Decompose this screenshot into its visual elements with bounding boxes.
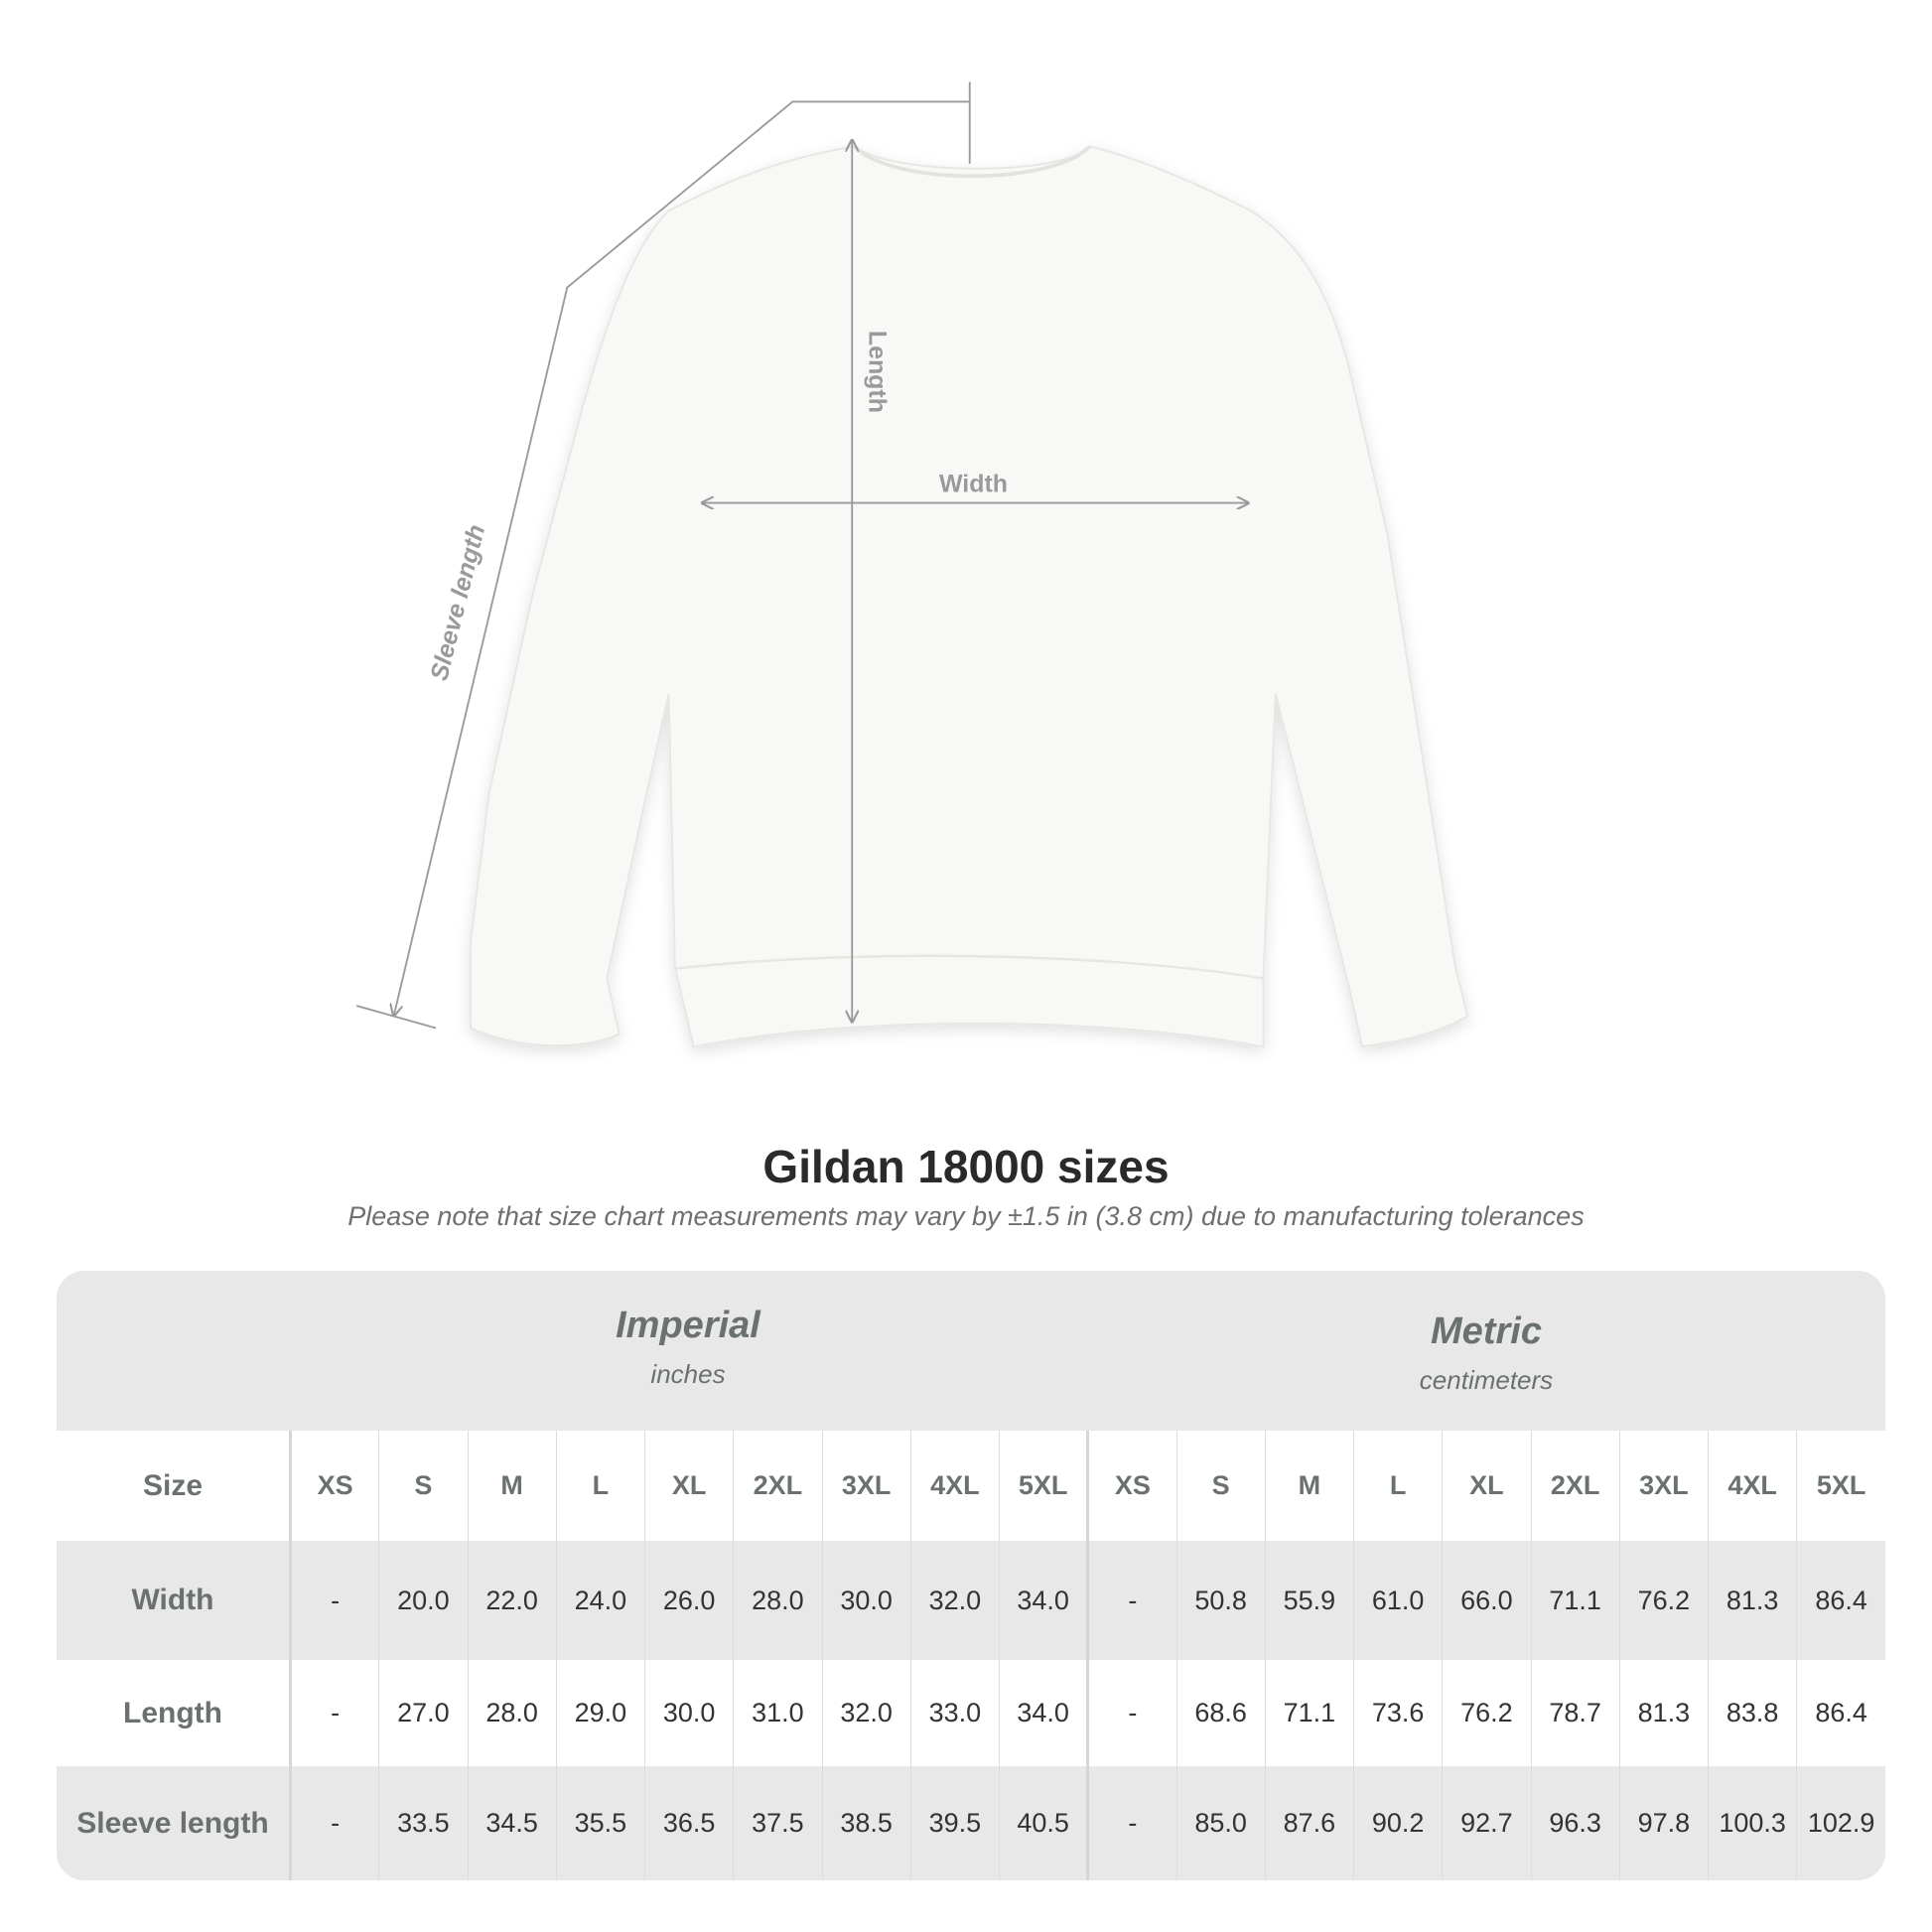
imperial-cell: 30.0 — [821, 1541, 911, 1660]
metric-cell: 86.4 — [1796, 1660, 1885, 1766]
sweatshirt-image — [470, 145, 1469, 1048]
metric-title: Metric — [1431, 1311, 1542, 1352]
imperial-cell: 36.5 — [643, 1766, 734, 1880]
metric-size-s: S — [1175, 1431, 1266, 1541]
sleeve-length-label: Sleeve length — [425, 522, 490, 684]
table-row-length: Length -27.0 28.0 29.0 30.0 31.0 32.0 33.0 34.0-… — [57, 1660, 1885, 1766]
imperial-cell: 35.5 — [555, 1766, 645, 1880]
metric-size-5xl: 5XL — [1796, 1431, 1885, 1541]
metric-cell: 81.3 — [1618, 1660, 1709, 1766]
imperial-cell: 33.5 — [378, 1766, 468, 1880]
metric-header: Metric centimeters — [1087, 1271, 1885, 1431]
imperial-cell: 20.0 — [378, 1541, 468, 1660]
size-label: Size — [57, 1431, 292, 1541]
metric-cell: 96.3 — [1530, 1766, 1620, 1880]
metric-cell: 92.7 — [1442, 1766, 1531, 1880]
metric-size-xs: XS — [1086, 1431, 1176, 1541]
imperial-cell: 33.0 — [909, 1660, 1000, 1766]
table-row-sleeve-length: Sleeve length -33.5 34.5 35.5 36.5 37.5 38.5 39… — [57, 1766, 1885, 1880]
table-row-width: Width -20.0 22.0 24.0 26.0 28.0 30.0 32.0 34.0-5… — [57, 1541, 1885, 1660]
metric-cell: - — [1086, 1541, 1176, 1660]
imperial-size-xs: XS — [289, 1431, 379, 1541]
row-label: Sleeve length — [57, 1766, 292, 1880]
imperial-title: Imperial — [616, 1305, 760, 1346]
metric-cell: 100.3 — [1707, 1766, 1797, 1880]
length-label: Length — [864, 331, 892, 413]
collar — [853, 145, 1092, 179]
page-title: Gildan 18000 sizes — [762, 1141, 1170, 1192]
size-table: Size XS S M L XL 2XL 3XL 4XL 5XL XS S M L XL 2XL 3XL 4XL 5… — [57, 1431, 1885, 1880]
imperial-cell: - — [289, 1541, 379, 1660]
metric-cell: 90.2 — [1352, 1766, 1443, 1880]
sleeve-length-line — [356, 81, 971, 1030]
imperial-size-3xl: 3XL — [821, 1431, 911, 1541]
imperial-size-4xl: 4XL — [909, 1431, 1000, 1541]
row-label: Length — [57, 1660, 292, 1766]
metric-cell: 68.6 — [1175, 1660, 1266, 1766]
metric-cell: 55.9 — [1264, 1541, 1354, 1660]
imperial-cell: 34.0 — [998, 1660, 1088, 1766]
imperial-size-xl: XL — [643, 1431, 734, 1541]
imperial-size-s: S — [378, 1431, 468, 1541]
imperial-cell: 34.5 — [467, 1766, 557, 1880]
row-label: Width — [57, 1541, 292, 1660]
metric-size-2xl: 2XL — [1530, 1431, 1620, 1541]
imperial-cell: 30.0 — [643, 1660, 734, 1766]
imperial-unit: inches — [650, 1359, 726, 1389]
metric-unit: centimeters — [1419, 1365, 1554, 1395]
metric-cell: - — [1086, 1660, 1176, 1766]
imperial-cell: 32.0 — [909, 1541, 1000, 1660]
width-label: Width — [939, 470, 1008, 497]
imperial-size-5xl: 5XL — [998, 1431, 1088, 1541]
imperial-cell: 34.0 — [998, 1541, 1088, 1660]
imperial-cell: 40.5 — [998, 1766, 1088, 1880]
metric-size-4xl: 4XL — [1707, 1431, 1797, 1541]
imperial-size-l: L — [555, 1431, 645, 1541]
imperial-cell: 28.0 — [733, 1541, 822, 1660]
metric-cell: - — [1086, 1766, 1176, 1880]
imperial-cell: 39.5 — [909, 1766, 1000, 1880]
metric-cell: 66.0 — [1442, 1541, 1531, 1660]
imperial-cell: 38.5 — [821, 1766, 911, 1880]
metric-cell: 81.3 — [1707, 1541, 1797, 1660]
metric-cell: 102.9 — [1796, 1766, 1885, 1880]
imperial-cell: 22.0 — [467, 1541, 557, 1660]
metric-cell: 61.0 — [1352, 1541, 1443, 1660]
waistband — [674, 954, 1264, 980]
imperial-cell: 27.0 — [378, 1660, 468, 1766]
imperial-size-m: M — [467, 1431, 557, 1541]
imperial-size-2xl: 2XL — [733, 1431, 822, 1541]
metric-cell: 76.2 — [1442, 1660, 1531, 1766]
metric-cell: 50.8 — [1175, 1541, 1266, 1660]
imperial-cell: 37.5 — [733, 1766, 822, 1880]
metric-cell: 76.2 — [1618, 1541, 1709, 1660]
metric-cell: 71.1 — [1530, 1541, 1620, 1660]
metric-size-m: M — [1264, 1431, 1354, 1541]
metric-size-3xl: 3XL — [1618, 1431, 1709, 1541]
imperial-cell: 26.0 — [643, 1541, 734, 1660]
imperial-cell: 32.0 — [821, 1660, 911, 1766]
imperial-cell: - — [289, 1660, 379, 1766]
metric-size-xl: XL — [1442, 1431, 1531, 1541]
metric-cell: 87.6 — [1264, 1766, 1354, 1880]
metric-cell: 73.6 — [1352, 1660, 1443, 1766]
metric-cell: 83.8 — [1707, 1660, 1797, 1766]
imperial-cell: 28.0 — [467, 1660, 557, 1766]
metric-cell: 85.0 — [1175, 1766, 1266, 1880]
size-header-row: Size XS S M L XL 2XL 3XL 4XL 5XL XS S M L XL 2XL 3XL 4XL 5… — [57, 1431, 1885, 1541]
metric-cell: 71.1 — [1264, 1660, 1354, 1766]
metric-size-l: L — [1352, 1431, 1443, 1541]
metric-cell: 97.8 — [1618, 1766, 1709, 1880]
metric-cell: 86.4 — [1796, 1541, 1885, 1660]
imperial-cell: 24.0 — [555, 1541, 645, 1660]
tolerance-note: Please note that size chart measurements… — [347, 1201, 1585, 1231]
imperial-cell: - — [289, 1766, 379, 1880]
imperial-cell: 31.0 — [733, 1660, 822, 1766]
sweatshirt-measurement-diagram: Length Width Sleeve length — [356, 81, 1469, 1048]
size-chart-table: Imperial inches Metric centimeters Size X… — [57, 1271, 1885, 1880]
imperial-cell: 29.0 — [555, 1660, 645, 1766]
metric-cell: 78.7 — [1530, 1660, 1620, 1766]
imperial-header: Imperial inches — [289, 1271, 1087, 1431]
